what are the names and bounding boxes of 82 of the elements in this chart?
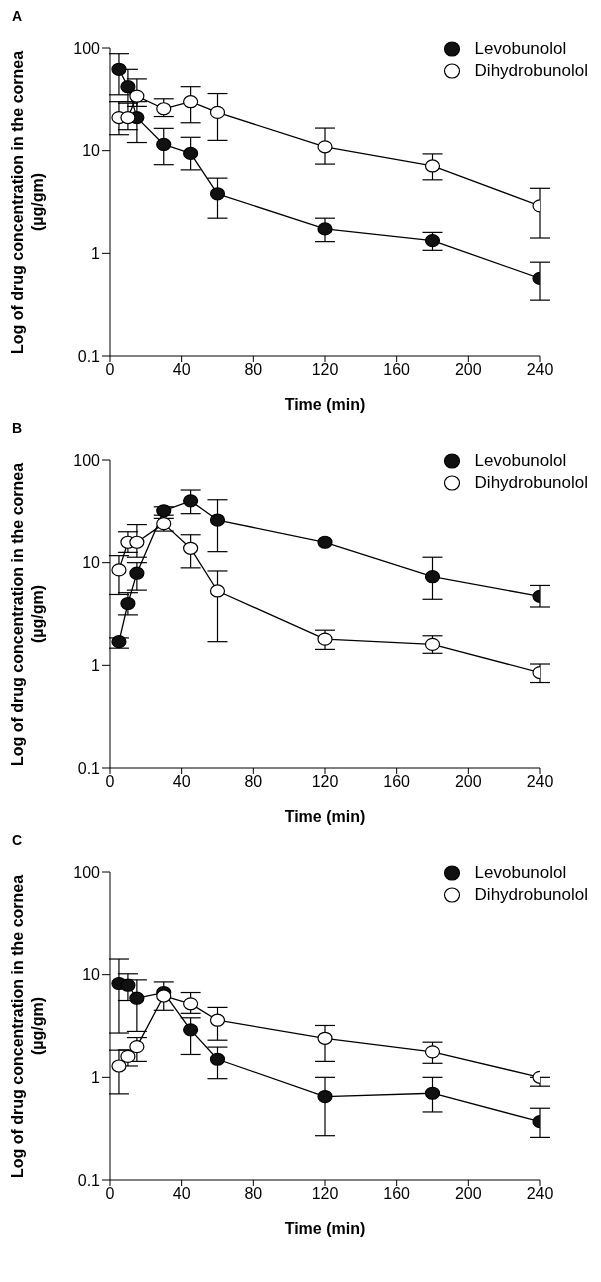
y-axis-title: Log of drug concentration in the cornea (µg/gm) <box>8 461 47 768</box>
x-tick-label: 80 <box>244 1185 263 1203</box>
point <box>424 1045 441 1059</box>
x-tick-label: 160 <box>383 361 411 379</box>
point <box>183 95 199 109</box>
x-tick-label: 0 <box>105 361 115 379</box>
y-tick-label: 0.1 <box>77 1171 101 1189</box>
x-tick-label: 0 <box>105 1185 115 1203</box>
x-tick-label: 40 <box>172 361 191 379</box>
point <box>317 535 333 549</box>
point <box>183 146 199 161</box>
x-tick-label: 40 <box>172 773 191 791</box>
x-tick-label: 120 <box>311 773 339 791</box>
x-tick-label: 200 <box>454 1185 482 1203</box>
point <box>183 997 199 1011</box>
legend-label: Dihydrobunolol <box>474 61 588 81</box>
x-tick-label: 160 <box>383 773 411 791</box>
point <box>209 105 226 119</box>
point <box>129 991 145 1005</box>
point <box>183 541 199 555</box>
y-tick-label: 1 <box>91 1069 101 1087</box>
x-axis-title: Time (min) <box>283 396 367 414</box>
x-tick-label: 160 <box>383 1185 411 1203</box>
chart-title: B <box>12 420 23 436</box>
point <box>209 1013 226 1027</box>
point <box>317 222 333 236</box>
point <box>156 137 172 152</box>
x-tick-label: 240 <box>526 361 554 379</box>
x-tick-label: 80 <box>244 361 263 379</box>
x-tick-label: 200 <box>454 361 482 379</box>
point <box>111 62 127 76</box>
point <box>129 566 145 580</box>
point <box>120 596 136 611</box>
y-axis-title: Log of drug concentration in the cornea (µg/gm) <box>8 873 47 1180</box>
y-tick-label: 1 <box>91 657 101 675</box>
x-tick-label: 40 <box>172 1185 191 1203</box>
x-axis-title: Time (min) <box>283 808 367 826</box>
y-tick-label: 10 <box>82 966 101 984</box>
point <box>209 187 226 201</box>
y-tick-label: 100 <box>73 451 101 469</box>
y-tick-label: 10 <box>82 142 101 160</box>
legend-label: Levobunolol <box>474 451 567 471</box>
x-tick-label: 120 <box>311 1185 339 1203</box>
chart-title: C <box>12 832 23 848</box>
point <box>209 584 226 598</box>
point <box>120 80 136 94</box>
point <box>111 563 127 577</box>
point <box>129 1040 145 1054</box>
y-tick-label: 100 <box>73 39 101 57</box>
point <box>156 989 172 1003</box>
point <box>424 1086 441 1100</box>
point <box>120 978 136 992</box>
point <box>317 1031 333 1045</box>
x-tick-label: 240 <box>526 1185 554 1203</box>
point <box>317 140 333 154</box>
legend-label: Levobunolol <box>474 39 567 59</box>
point <box>111 1059 127 1073</box>
point <box>129 535 145 549</box>
x-tick-label: 120 <box>311 361 339 379</box>
y-axis-title: Log of drug concentration in the cornea (µg/gm) <box>8 49 47 356</box>
point <box>209 513 226 527</box>
point <box>209 1052 226 1066</box>
y-tick-label: 10 <box>82 554 101 572</box>
x-tick-label: 0 <box>105 773 115 791</box>
x-tick-label: 200 <box>454 773 482 791</box>
point <box>317 1089 333 1104</box>
point <box>424 570 441 584</box>
legend-label: Dihydrobunolol <box>474 473 588 493</box>
x-tick-label: 80 <box>244 773 263 791</box>
point <box>120 110 136 125</box>
x-axis-title: Time (min) <box>283 1220 367 1238</box>
point <box>183 494 199 508</box>
y-tick-label: 0.1 <box>77 347 101 365</box>
legend-label: Dihydrobunolol <box>474 885 588 905</box>
y-tick-label: 1 <box>91 245 101 263</box>
y-tick-label: 0.1 <box>77 759 101 777</box>
chart-title: A <box>12 8 23 24</box>
point <box>424 159 441 173</box>
point <box>183 1023 199 1037</box>
y-tick-label: 100 <box>73 863 101 881</box>
x-tick-label: 240 <box>526 773 554 791</box>
legend-label: Levobunolol <box>474 863 567 883</box>
